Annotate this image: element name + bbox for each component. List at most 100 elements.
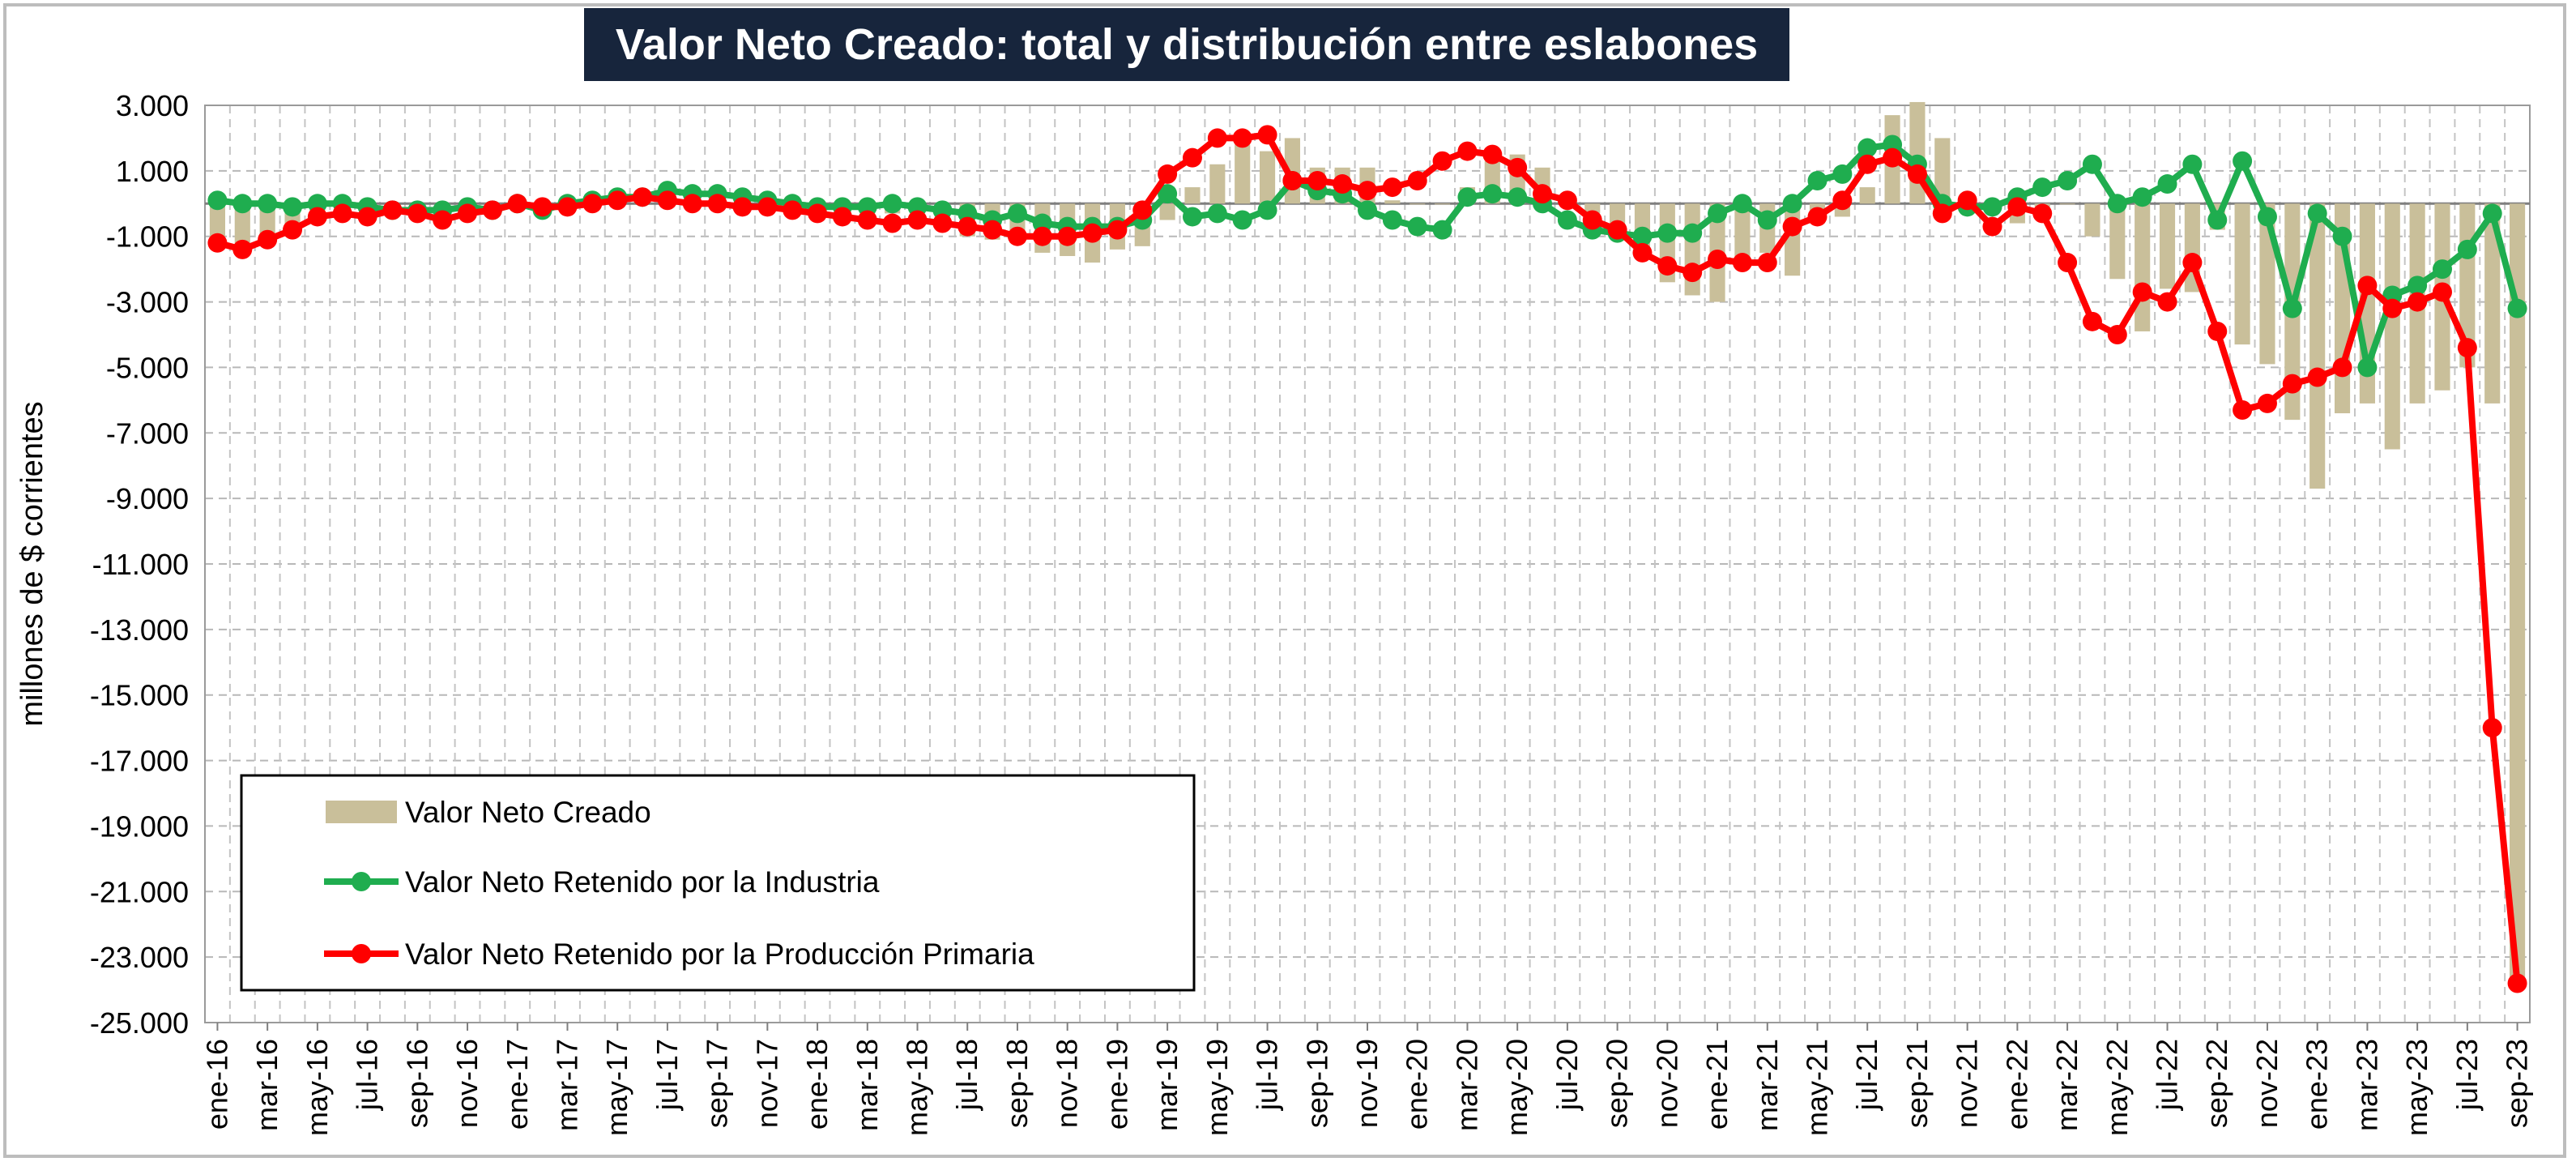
x-tick-label: may-19 bbox=[1201, 1039, 1234, 1136]
y-tick-label: -25.000 bbox=[90, 1006, 189, 1040]
y-tick-label: -1.000 bbox=[106, 220, 189, 254]
y-axis-ticks: 3.000 1.000 -1.000 -3.000 -5.000 -7.000 -9.000… bbox=[90, 89, 189, 1040]
produccion-point bbox=[2157, 292, 2177, 312]
industria-point bbox=[2157, 174, 2177, 194]
produccion-point bbox=[1307, 170, 1328, 190]
produccion-point bbox=[357, 207, 377, 227]
produccion-point bbox=[2207, 321, 2228, 341]
x-tick-label: sep-18 bbox=[1000, 1039, 1034, 1128]
x-tick-label: mar-21 bbox=[1751, 1039, 1784, 1131]
produccion-point bbox=[2457, 338, 2477, 358]
produccion-point bbox=[1757, 253, 1777, 273]
legend-marker bbox=[352, 872, 371, 891]
produccion-point bbox=[2332, 357, 2352, 378]
legend-box bbox=[240, 774, 1196, 992]
industria-point bbox=[1432, 220, 1452, 240]
bar bbox=[234, 203, 250, 250]
x-tick-label: ene-23 bbox=[2301, 1039, 2334, 1130]
produccion-point bbox=[2182, 253, 2203, 273]
x-tick-label: mar-17 bbox=[550, 1039, 583, 1131]
bar bbox=[1410, 203, 1426, 205]
bar bbox=[2084, 203, 2100, 237]
produccion-point bbox=[657, 190, 677, 211]
produccion-point bbox=[2382, 298, 2403, 318]
produccion-point bbox=[732, 197, 753, 217]
produccion-point bbox=[557, 197, 578, 217]
produccion-point bbox=[757, 197, 778, 217]
produccion-point bbox=[1107, 220, 1128, 240]
produccion-point bbox=[2032, 203, 2053, 224]
x-tick-label: mar-16 bbox=[250, 1039, 284, 1131]
industria-point bbox=[2207, 210, 2228, 230]
produccion-point bbox=[283, 220, 303, 240]
y-tick-label: -21.000 bbox=[90, 875, 189, 908]
produccion-point bbox=[1807, 207, 1828, 227]
x-tick-label: may-20 bbox=[1500, 1039, 1533, 1136]
y-axis-label: millones de $ corrientes bbox=[15, 401, 49, 726]
industria-point bbox=[1807, 170, 1828, 190]
x-tick-label: may-21 bbox=[1800, 1039, 1833, 1136]
industria-point bbox=[1232, 210, 1252, 230]
x-tick-label: jul-22 bbox=[2151, 1039, 2184, 1111]
produccion-point bbox=[532, 197, 552, 217]
x-tick-label: ene-19 bbox=[1100, 1039, 1133, 1130]
produccion-point bbox=[1883, 147, 1903, 168]
industria-point bbox=[258, 194, 278, 214]
produccion-point bbox=[382, 200, 403, 220]
legend-entry-label: Valor Neto Retenido por la Industria bbox=[405, 865, 880, 899]
bar bbox=[1384, 200, 1401, 204]
industria-point bbox=[2457, 239, 2477, 259]
produccion-point bbox=[1907, 164, 1927, 184]
industria-point bbox=[2182, 154, 2203, 174]
x-tick-label: nov-17 bbox=[750, 1039, 783, 1128]
x-tick-label: ene-20 bbox=[1401, 1039, 1434, 1130]
x-tick-label: may-17 bbox=[600, 1039, 633, 1136]
produccion-point bbox=[1358, 181, 1377, 201]
produccion-point bbox=[1158, 164, 1178, 184]
x-tick-label: may-23 bbox=[2400, 1039, 2433, 1136]
produccion-point bbox=[507, 194, 527, 214]
industria-point bbox=[882, 194, 902, 214]
produccion-point bbox=[307, 207, 327, 227]
produccion-point bbox=[232, 239, 253, 259]
produccion-point bbox=[407, 203, 428, 224]
produccion-point bbox=[1782, 216, 1802, 237]
x-tick-label: jul-20 bbox=[1550, 1039, 1584, 1111]
industria-point bbox=[207, 190, 228, 211]
bar bbox=[1209, 164, 1226, 204]
produccion-point bbox=[2432, 282, 2452, 302]
produccion-point bbox=[2408, 292, 2428, 312]
x-tick-label: may-18 bbox=[901, 1039, 934, 1136]
legend-marker bbox=[352, 944, 371, 963]
produccion-point bbox=[2233, 399, 2253, 420]
produccion-point bbox=[2132, 282, 2152, 302]
x-tick-label: jul-23 bbox=[2450, 1039, 2484, 1111]
produccion-point bbox=[1482, 144, 1503, 164]
produccion-point bbox=[832, 207, 852, 227]
x-tick-label: sep-17 bbox=[701, 1039, 734, 1128]
bar bbox=[259, 203, 275, 240]
produccion-point bbox=[1457, 141, 1478, 161]
y-tick-label: -13.000 bbox=[90, 613, 189, 647]
industria-point bbox=[2107, 194, 2127, 214]
industria-point bbox=[1007, 203, 1027, 224]
bar bbox=[2309, 203, 2326, 489]
bar bbox=[2159, 203, 2176, 289]
industria-point bbox=[2058, 170, 2078, 190]
y-tick-label: 1.000 bbox=[116, 155, 189, 188]
industria-point bbox=[1207, 203, 1227, 224]
industria-point bbox=[1158, 184, 1178, 204]
produccion-point bbox=[1207, 128, 1227, 148]
produccion-point bbox=[207, 233, 228, 253]
produccion-point bbox=[1932, 203, 1952, 224]
produccion-point bbox=[608, 190, 628, 211]
x-tick-label: sep-19 bbox=[1300, 1039, 1333, 1128]
produccion-point bbox=[1182, 147, 1202, 168]
bar bbox=[2059, 203, 2075, 205]
x-tick-label: ene-22 bbox=[2000, 1039, 2033, 1130]
industria-point bbox=[1407, 216, 1427, 237]
industria-point bbox=[1732, 194, 1752, 214]
produccion-point bbox=[2507, 973, 2527, 993]
y-tick-label: -7.000 bbox=[106, 416, 189, 450]
produccion-point bbox=[783, 200, 803, 220]
